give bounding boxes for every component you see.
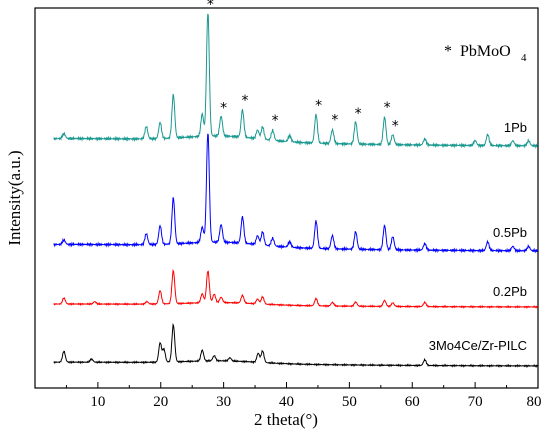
series-line-3: [53, 322, 538, 368]
x-tick-label-60: 60: [405, 394, 420, 410]
legend-label: PbMoO: [460, 43, 511, 60]
peak-marker-4: *: [315, 98, 322, 114]
y-axis-title: Intensity(a.u.): [5, 150, 24, 245]
legend: * PbMoO 4: [444, 43, 527, 64]
peak-marker-1: *: [220, 100, 227, 116]
x-tick-label-70: 70: [468, 394, 483, 410]
legend-subscript: 4: [521, 52, 527, 64]
legend-marker: *: [444, 43, 452, 60]
peak-marker-3: *: [272, 113, 279, 129]
x-tick-label-10: 10: [90, 394, 105, 410]
x-tick-label-30: 30: [216, 394, 231, 410]
peak-marker-0: *: [207, 0, 214, 13]
series-label-layer: 1Pb 0.5Pb 0.2Pb 3Mo4Ce/Zr-PILC: [429, 120, 527, 353]
x-tick-layer: 10 20 30 40 50 60 70 80: [34, 382, 542, 410]
series-line-0: [53, 13, 539, 149]
peak-marker-8: *: [392, 119, 399, 135]
peak-marker-5: *: [331, 113, 338, 129]
x-tick-label-80: 80: [527, 394, 542, 410]
series-label-0: 1Pb: [504, 120, 527, 135]
series-layer: [53, 13, 539, 368]
x-tick-label-50: 50: [342, 394, 357, 410]
series-label-3: 3Mo4Ce/Zr-PILC: [429, 338, 527, 353]
x-tick-label-40: 40: [279, 394, 294, 410]
series-label-2: 0.2Pb: [493, 284, 527, 299]
x-tick-label-20: 20: [153, 394, 168, 410]
series-label-1: 0.5Pb: [493, 225, 527, 240]
peak-marker-6: *: [355, 106, 362, 122]
peak-marker-7: *: [384, 100, 391, 116]
plot-frame: [34, 7, 539, 389]
peak-marker-layer: ** **** * **: [207, 0, 399, 135]
series-line-1: [53, 133, 538, 254]
peak-marker-2: *: [242, 93, 249, 109]
series-line-2: [53, 268, 538, 309]
x-axis-title: 2 theta(°): [254, 410, 318, 429]
